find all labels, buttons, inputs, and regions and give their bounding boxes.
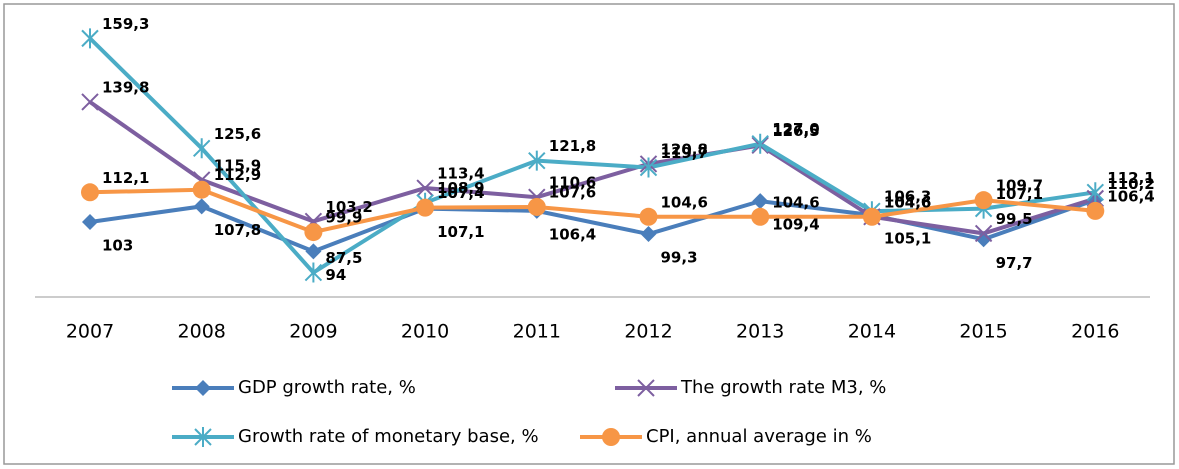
x-tick-label: 2008 <box>178 321 226 343</box>
marker <box>192 138 211 159</box>
data-label: 104,6 <box>884 193 931 211</box>
data-label: 103 <box>102 236 133 254</box>
marker <box>193 198 210 215</box>
series-line <box>89 187 1096 235</box>
data-label: 112,1 <box>102 169 149 187</box>
data-label: 99,9 <box>325 209 362 227</box>
marker <box>975 231 992 248</box>
data-label: 87,5 <box>325 249 362 267</box>
marker <box>862 207 881 226</box>
x-tick-label: 2016 <box>1071 321 1119 343</box>
data-label: 99,5 <box>996 210 1033 228</box>
legend-label: The growth rate M3, % <box>680 377 886 398</box>
data-label: 109,7 <box>996 177 1043 195</box>
data-label: 94 <box>325 266 346 284</box>
x-tick-label: 2011 <box>513 321 561 343</box>
data-label: 97,7 <box>996 254 1033 272</box>
legend-marker <box>194 427 212 447</box>
x-tick-label: 2014 <box>848 321 896 343</box>
marker <box>751 133 769 154</box>
legend-marker <box>602 428 620 446</box>
data-label: 106,4 <box>549 225 596 243</box>
marker <box>82 213 98 230</box>
data-label: 99,3 <box>661 249 698 267</box>
x-tick-label: 2013 <box>736 321 784 343</box>
marker <box>527 197 546 216</box>
legend-entry: Growth rate of monetary base, % <box>172 426 539 447</box>
marker <box>304 262 323 283</box>
marker <box>81 28 99 49</box>
marker <box>639 207 658 226</box>
data-label: 103,2 <box>325 198 372 216</box>
data-label: 106,3 <box>884 188 931 206</box>
data-label: 113,4 <box>437 165 484 183</box>
data-label: 107,1 <box>996 185 1043 203</box>
marker <box>81 93 99 111</box>
data-label: 110,6 <box>549 174 596 192</box>
data-label: 119,7 <box>661 144 708 162</box>
legend-label: Growth rate of monetary base, % <box>238 426 539 447</box>
x-tick-label: 2007 <box>66 321 114 343</box>
marker <box>640 226 657 243</box>
legend-entry: The growth rate M3, % <box>615 377 886 398</box>
marker <box>528 150 546 171</box>
legend-label: GDP growth rate, % <box>238 377 416 398</box>
marker <box>416 179 434 197</box>
x-tick-label: 2009 <box>289 321 337 343</box>
data-label: 109,4 <box>772 216 819 234</box>
data-label: 105,1 <box>884 230 931 248</box>
marker <box>81 183 99 202</box>
data-label: 139,8 <box>102 78 149 96</box>
data-label: 106,4 <box>1107 187 1154 205</box>
x-tick-label: 2015 <box>959 321 1007 343</box>
marker <box>416 198 435 217</box>
series-line <box>88 100 1096 236</box>
data-label: 107,4 <box>437 184 484 202</box>
data-label: 121,8 <box>549 137 596 155</box>
legend-entry: CPI, annual average in % <box>580 426 872 447</box>
data-label: 104,6 <box>661 193 708 211</box>
legend-entry: GDP growth rate, % <box>172 377 416 398</box>
legend-label: CPI, annual average in % <box>646 426 872 447</box>
data-label: 159,3 <box>102 15 149 33</box>
legend-marker <box>195 380 211 396</box>
marker <box>974 224 993 243</box>
data-label: 115,9 <box>214 156 261 174</box>
data-label: 112,9 <box>214 166 261 184</box>
x-tick-label: 2012 <box>624 321 672 343</box>
data-label: 127,0 <box>772 120 819 138</box>
series-line <box>89 197 1096 254</box>
data-label: 108,9 <box>437 179 484 197</box>
marker <box>304 223 323 242</box>
marker <box>1086 201 1105 220</box>
marker <box>751 207 770 226</box>
data-label: 120,8 <box>661 140 708 158</box>
data-label: 107,1 <box>437 223 484 241</box>
x-tick-label: 2010 <box>401 321 449 343</box>
data-label: 110,2 <box>1107 175 1154 193</box>
data-label: 125,6 <box>214 125 261 143</box>
data-label: 126,5 <box>772 122 819 140</box>
data-label: 104,6 <box>884 193 931 211</box>
data-label: 104,6 <box>772 193 819 211</box>
marker <box>192 180 211 199</box>
data-label: 112,1 <box>1107 169 1154 187</box>
marker <box>974 191 993 210</box>
marker <box>752 193 769 210</box>
marker <box>639 157 658 178</box>
data-label: 107,6 <box>549 183 596 201</box>
marker <box>305 243 322 260</box>
marker <box>1086 182 1105 203</box>
legend-marker <box>637 379 655 397</box>
data-label: 107,8 <box>214 221 261 239</box>
